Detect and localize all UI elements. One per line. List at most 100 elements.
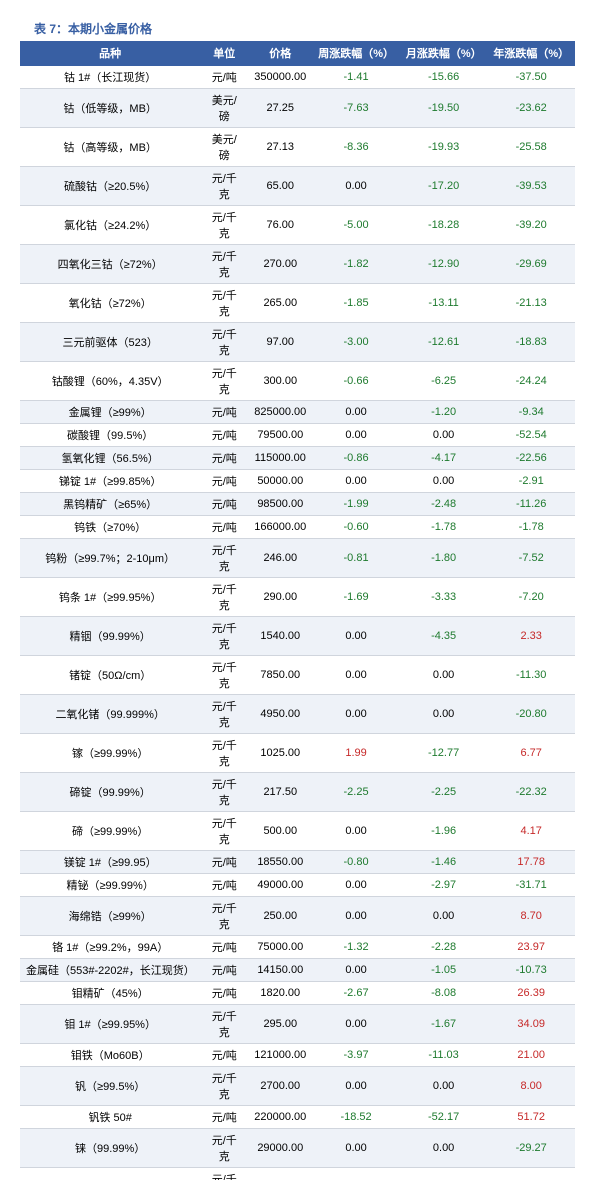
table-cell: -12.90 [400,245,488,284]
table-row: 氢氧化锂（56.5%）元/吨115000.00-0.86-4.17-22.56 [20,447,575,470]
table-row: 镁锭 1#（≥99.95）元/吨18550.00-0.80-1.4617.78 [20,851,575,874]
table-cell: -0.80 [312,851,400,874]
table-cell: -19.50 [400,89,488,128]
table-cell: 166000.00 [248,516,312,539]
column-header: 月涨跌幅（%） [400,41,488,66]
table-cell: 元/吨 [200,874,248,897]
table-cell: -39.53 [487,167,575,206]
table-cell: 1820.00 [248,982,312,1005]
table-cell: -52.17 [400,1106,488,1129]
table-cell: 21.00 [487,1044,575,1067]
table-cell: -1.41 [312,66,400,89]
table-cell: 8.00 [487,1067,575,1106]
table-cell: -0.81 [312,539,400,578]
table-cell: 0.00 [312,656,400,695]
table-cell: -1.32 [312,936,400,959]
table-cell: 元/千克 [200,284,248,323]
table-cell: 290.00 [248,578,312,617]
table-cell: -0.66 [312,362,400,401]
table-cell: 元/吨 [200,493,248,516]
table-cell: 295.00 [248,1005,312,1044]
table-cell: 碲锭（99.99%） [20,773,200,812]
table-cell: 元/千克 [200,323,248,362]
table-header-row: 品种单位价格周涨跌幅（%）月涨跌幅（%）年涨跌幅（%） [20,41,575,66]
column-header: 单位 [200,41,248,66]
table-row: 钼 1#（≥99.95%）元/千克295.000.00-1.6734.09 [20,1005,575,1044]
table-row: 碲锭（99.99%）元/千克217.50-2.25-2.25-22.32 [20,773,575,812]
table-cell: -1.05 [400,959,488,982]
table-cell: 8.70 [487,897,575,936]
table-cell: 246.00 [248,539,312,578]
table-cell: 元/千克 [200,656,248,695]
table-cell: -11.26 [487,493,575,516]
table-cell: 0.00 [400,897,488,936]
table-cell: -13.11 [400,284,488,323]
table-cell: 镓（≥99.99%） [20,734,200,773]
table-cell: 17.78 [487,851,575,874]
table-row: 氯化钴（≥24.2%）元/千克76.00-5.00-18.28-39.20 [20,206,575,245]
table-cell: -29.69 [487,245,575,284]
table-cell: 元/吨 [200,66,248,89]
table-cell: -11.30 [487,656,575,695]
table-cell: 元/吨 [200,424,248,447]
table-cell: -31.71 [487,874,575,897]
table-cell: -3.33 [400,578,488,617]
table-cell: -2.28 [400,936,488,959]
table-cell: -1.85 [312,284,400,323]
table-cell: 2.33 [487,617,575,656]
table-cell: 元/吨 [200,401,248,424]
table-cell: 98500.00 [248,493,312,516]
table-row: 钒铁 50#元/吨220000.00-18.52-52.1751.72 [20,1106,575,1129]
table-row: 氧化钴（≥72%）元/千克265.00-1.85-13.11-21.13 [20,284,575,323]
table-cell: -52.54 [487,424,575,447]
table-cell: 元/千克 [200,539,248,578]
table-cell: -3.97 [312,1044,400,1067]
table-cell: 1540.00 [248,617,312,656]
table-cell: 碳酸锂（99.5%） [20,424,200,447]
table-cell: 锗锭（50Ω/cm） [20,656,200,695]
table-row: 钨铁（≥70%）元/吨166000.00-0.60-1.78-1.78 [20,516,575,539]
table-cell: -18.28 [400,206,488,245]
table-cell: 0.00 [400,695,488,734]
table-cell: 元/千克 [200,1129,248,1168]
table-cell: -2.25 [400,773,488,812]
table-cell: 海绵钛（≥99.6%） [20,1168,200,1180]
table-cell: 氧化钴（≥72%） [20,284,200,323]
table-cell: 0.00 [312,617,400,656]
table-cell: 29000.00 [248,1129,312,1168]
table-cell: -3.00 [312,323,400,362]
table-cell: -2.67 [312,982,400,1005]
metal-price-table: 品种单位价格周涨跌幅（%）月涨跌幅（%）年涨跌幅（%） 钴 1#（长江现货）元/… [20,41,575,1180]
table-cell: 四氧化三钴（≥72%） [20,245,200,284]
table-cell: 0.00 [312,1067,400,1106]
table-cell: -4.17 [400,447,488,470]
table-row: 钴（低等级，MB）美元/磅27.25-7.63-19.50-23.62 [20,89,575,128]
table-row: 钴酸锂（60%，4.35V）元/千克300.00-0.66-6.25-24.24 [20,362,575,401]
table-cell: 7850.00 [248,656,312,695]
table-cell: -7.52 [487,539,575,578]
table-cell: 精铋（≥99.99%） [20,874,200,897]
table-cell: 6.77 [487,734,575,773]
table-cell: 镁锭 1#（≥99.95） [20,851,200,874]
table-cell: 26.39 [487,982,575,1005]
table-cell: 海绵锆（≥99%） [20,897,200,936]
table-row: 铬 1#（≥99.2%，99A）元/吨75000.00-1.32-2.2823.… [20,936,575,959]
table-cell: -0.86 [312,447,400,470]
table-cell: 18550.00 [248,851,312,874]
table-cell: 氢氧化锂（56.5%） [20,447,200,470]
table-cell: 氯化钴（≥24.2%） [20,206,200,245]
table-cell: 34.09 [487,1005,575,1044]
table-cell: 美元/磅 [200,128,248,167]
table-cell: -5.00 [312,206,400,245]
table-body: 钴 1#（长江现货）元/吨350000.00-1.41-15.66-37.50钴… [20,66,575,1180]
table-row: 硫酸钴（≥20.5%）元/千克65.000.00-17.20-39.53 [20,167,575,206]
table-cell: 元/千克 [200,734,248,773]
table-cell: 钴酸锂（60%，4.35V） [20,362,200,401]
table-cell: -22.32 [487,773,575,812]
table-cell: 500.00 [248,812,312,851]
table-cell: -1.46 [400,851,488,874]
table-row: 海绵锆（≥99%）元/千克250.000.000.008.70 [20,897,575,936]
table-row: 钴（高等级，MB）美元/磅27.13-8.36-19.93-25.58 [20,128,575,167]
table-cell: 元/吨 [200,516,248,539]
table-cell: 元/千克 [200,773,248,812]
